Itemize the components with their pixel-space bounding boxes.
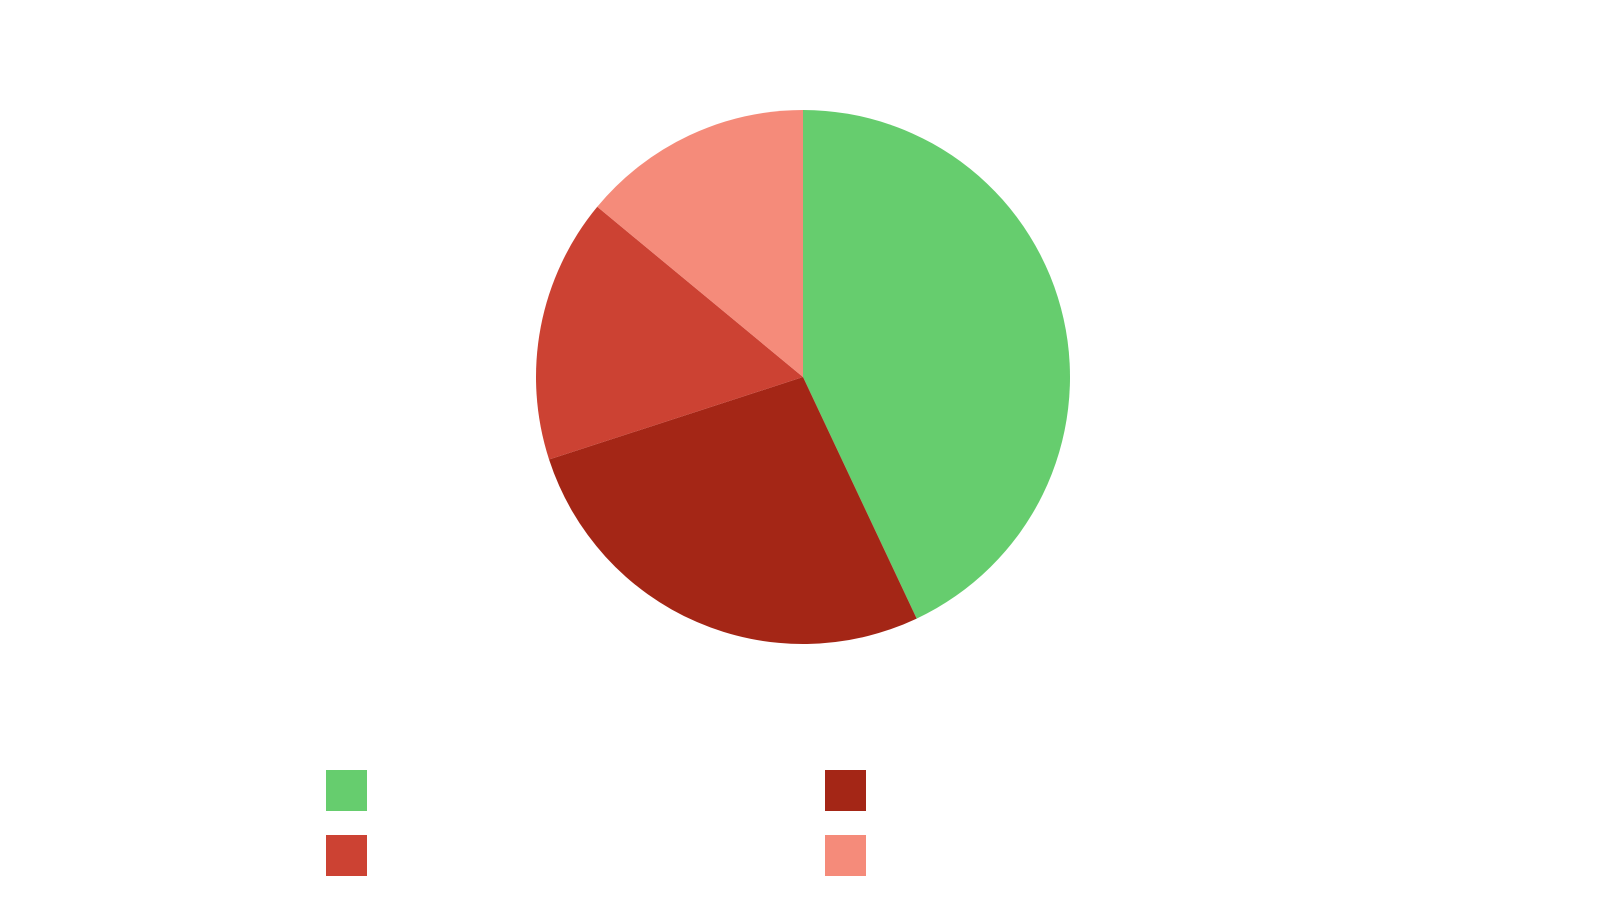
pie-slice [803, 110, 1070, 619]
pie-slice [597, 110, 803, 377]
pie-slice [536, 206, 803, 460]
legend [326, 770, 866, 876]
legend-swatch [825, 835, 866, 876]
legend-swatch [326, 835, 367, 876]
pie [536, 110, 1070, 644]
legend-swatch [825, 770, 866, 811]
pie-slice [549, 377, 917, 644]
legend-swatch [326, 770, 367, 811]
